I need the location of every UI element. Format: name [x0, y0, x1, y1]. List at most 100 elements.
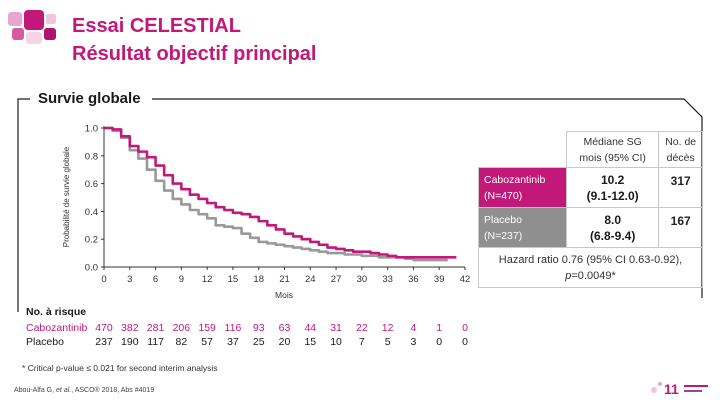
reference: Abou-Alfa G, et al., ASCO® 2018, Abs #40…	[14, 387, 154, 394]
risk-value-placebo: 5	[384, 336, 391, 348]
median-header-line2: mois (95% CI)	[579, 151, 646, 164]
x-tick-label: 42	[460, 274, 471, 285]
y-tick-label: 0.0	[85, 263, 98, 274]
x-axis-label: Mois	[275, 290, 293, 300]
risk-value-cabozantinib: 116	[224, 322, 242, 334]
x-tick-label: 21	[279, 274, 290, 285]
risk-value-cabozantinib: 22	[356, 322, 368, 334]
y-tick-label: 1.0	[85, 124, 98, 135]
risk-value-placebo: 10	[330, 336, 342, 348]
risk-value-placebo: 0	[436, 336, 443, 348]
chart-ticks: 0 3 6 9 12 15 18 21 24 27 30 33 36 39 420.00.20.40.60.…	[85, 124, 471, 286]
y-tick-label: 0.2	[85, 235, 98, 246]
table-header-row: Médiane SG mois (95% CI) No. de décès	[478, 131, 703, 168]
hazard-ratio-cell: Hazard ratio 0.76 (95% CI 0.63-0.92), p=…	[478, 247, 703, 288]
hazard-p-symbol: p	[565, 269, 572, 282]
x-tick-label: 3	[127, 274, 132, 285]
hazard-ratio-text: Hazard ratio 0.76 (95% CI 0.63-0.92),	[498, 253, 683, 266]
x-tick-label: 6	[153, 274, 158, 285]
risk-value-placebo: 20	[278, 336, 291, 348]
median-cabozantinib: 10.2 (9.1-12.0)	[565, 167, 660, 208]
risk-value-placebo: 0	[462, 336, 468, 348]
risk-value-cabozantinib: 44	[304, 322, 317, 334]
section-title: Survie globale	[34, 90, 145, 107]
risk-value-placebo: 7	[358, 336, 365, 348]
x-tick-label: 27	[331, 274, 342, 285]
row-label-cabozantinib: Cabozantinib (N=470)	[478, 167, 567, 208]
risk-label-placebo: Placebo	[26, 336, 64, 348]
row-label-n: (N=470)	[484, 189, 523, 202]
x-tick-label: 33	[382, 274, 393, 285]
reference-rest: , ASCO® 2018, Abs #4019	[71, 387, 155, 394]
y-tick-label: 0.8	[85, 151, 98, 162]
footnote: * Critical p-value ≤ 0.021 for second in…	[22, 363, 218, 373]
y-axis-label: Probabilité de survie globale	[62, 146, 71, 247]
y-tick-label: 0.4	[85, 207, 98, 218]
deaths-header-line1: No. de	[665, 135, 697, 148]
table-row-placebo: Placebo (N=237) 8.0 (6.8-9.4) 167	[478, 207, 703, 248]
x-tick-label: 15	[228, 274, 239, 285]
x-tick-label: 12	[202, 274, 213, 285]
risk-title: No. à risque	[26, 306, 87, 318]
page-title: Essai CELESTIAL	[72, 15, 241, 37]
row-label-name: Placebo	[484, 213, 522, 226]
row-label-n: (N=237)	[484, 229, 523, 242]
risk-value-placebo: 37	[227, 336, 239, 348]
risk-value-cabozantinib: 159	[198, 322, 216, 334]
risk-value-cabozantinib: 1	[436, 322, 443, 334]
chart-curves	[104, 126, 457, 262]
median-os-table: Médiane SG mois (95% CI) No. de décès Ca…	[478, 131, 703, 288]
row-label-name: Cabozantinib	[484, 173, 546, 186]
x-tick-label: 30	[357, 274, 368, 285]
risk-value-placebo: 82	[175, 336, 188, 348]
risk-value-cabozantinib: 206	[172, 322, 191, 334]
deaths-header-line2: décès	[666, 151, 695, 164]
risk-value-cabozantinib: 470	[95, 322, 113, 334]
table-row-cabozantinib: Cabozantinib (N=470) 10.2 (9.1-12.0) 317	[478, 167, 703, 208]
risk-label-cabozantinib: Cabozantinib	[26, 322, 88, 334]
series-line-placebo	[104, 126, 448, 262]
page-subtitle: Résultat objectif principal	[72, 43, 317, 65]
median-value: 8.0	[604, 212, 621, 227]
deaths-cabozantinib: 317	[658, 167, 703, 208]
risk-value-cabozantinib: 31	[330, 322, 342, 334]
risk-value-placebo: 3	[410, 336, 417, 348]
hazard-ratio-row: Hazard ratio 0.76 (95% CI 0.63-0.92), p=…	[478, 247, 703, 288]
risk-value-cabozantinib: 0	[462, 322, 468, 334]
x-tick-label: 39	[434, 274, 445, 285]
reference-author: Abou-Alfa G,	[14, 387, 57, 394]
median-ci: (6.8-9.4)	[589, 228, 636, 243]
table-corner	[478, 131, 567, 168]
risk-value-cabozantinib: 4	[410, 322, 417, 334]
deaths-header: No. de décès	[658, 131, 703, 168]
risk-value-placebo: 57	[201, 336, 213, 348]
x-tick-label: 0	[101, 274, 106, 285]
median-header-line1: Médiane SG	[583, 135, 642, 148]
congress-logo	[8, 10, 56, 44]
median-header: Médiane SG mois (95% CI)	[565, 131, 660, 168]
x-tick-label: 9	[179, 274, 184, 285]
risk-value-placebo: 25	[252, 336, 265, 348]
risk-value-placebo: 237	[95, 336, 113, 348]
hazard-p-value: =0.0049*	[571, 269, 616, 282]
series-line-cabozantinib	[104, 126, 457, 259]
deaths-placebo: 167	[658, 207, 703, 248]
risk-value-cabozantinib: 93	[252, 322, 265, 334]
risk-value-placebo: 15	[304, 336, 317, 348]
x-tick-label: 18	[253, 274, 264, 285]
reference-etal: et al.	[56, 387, 72, 394]
risk-value-cabozantinib: 281	[146, 322, 165, 334]
svg-text:11: 11	[664, 381, 679, 397]
y-tick-label: 0.6	[85, 179, 98, 190]
x-tick-label: 36	[408, 274, 419, 285]
risk-value-placebo: 190	[121, 336, 139, 348]
row-label-placebo: Placebo (N=237)	[478, 207, 567, 248]
median-placebo: 8.0 (6.8-9.4)	[565, 207, 660, 248]
highlights-logo: 11	[651, 381, 708, 397]
risk-value-placebo: 117	[147, 336, 164, 348]
risk-value-cabozantinib: 382	[121, 322, 139, 334]
risk-value-cabozantinib: 12	[381, 322, 394, 334]
median-ci: (9.1-12.0)	[586, 188, 639, 203]
median-value: 10.2	[600, 172, 625, 187]
